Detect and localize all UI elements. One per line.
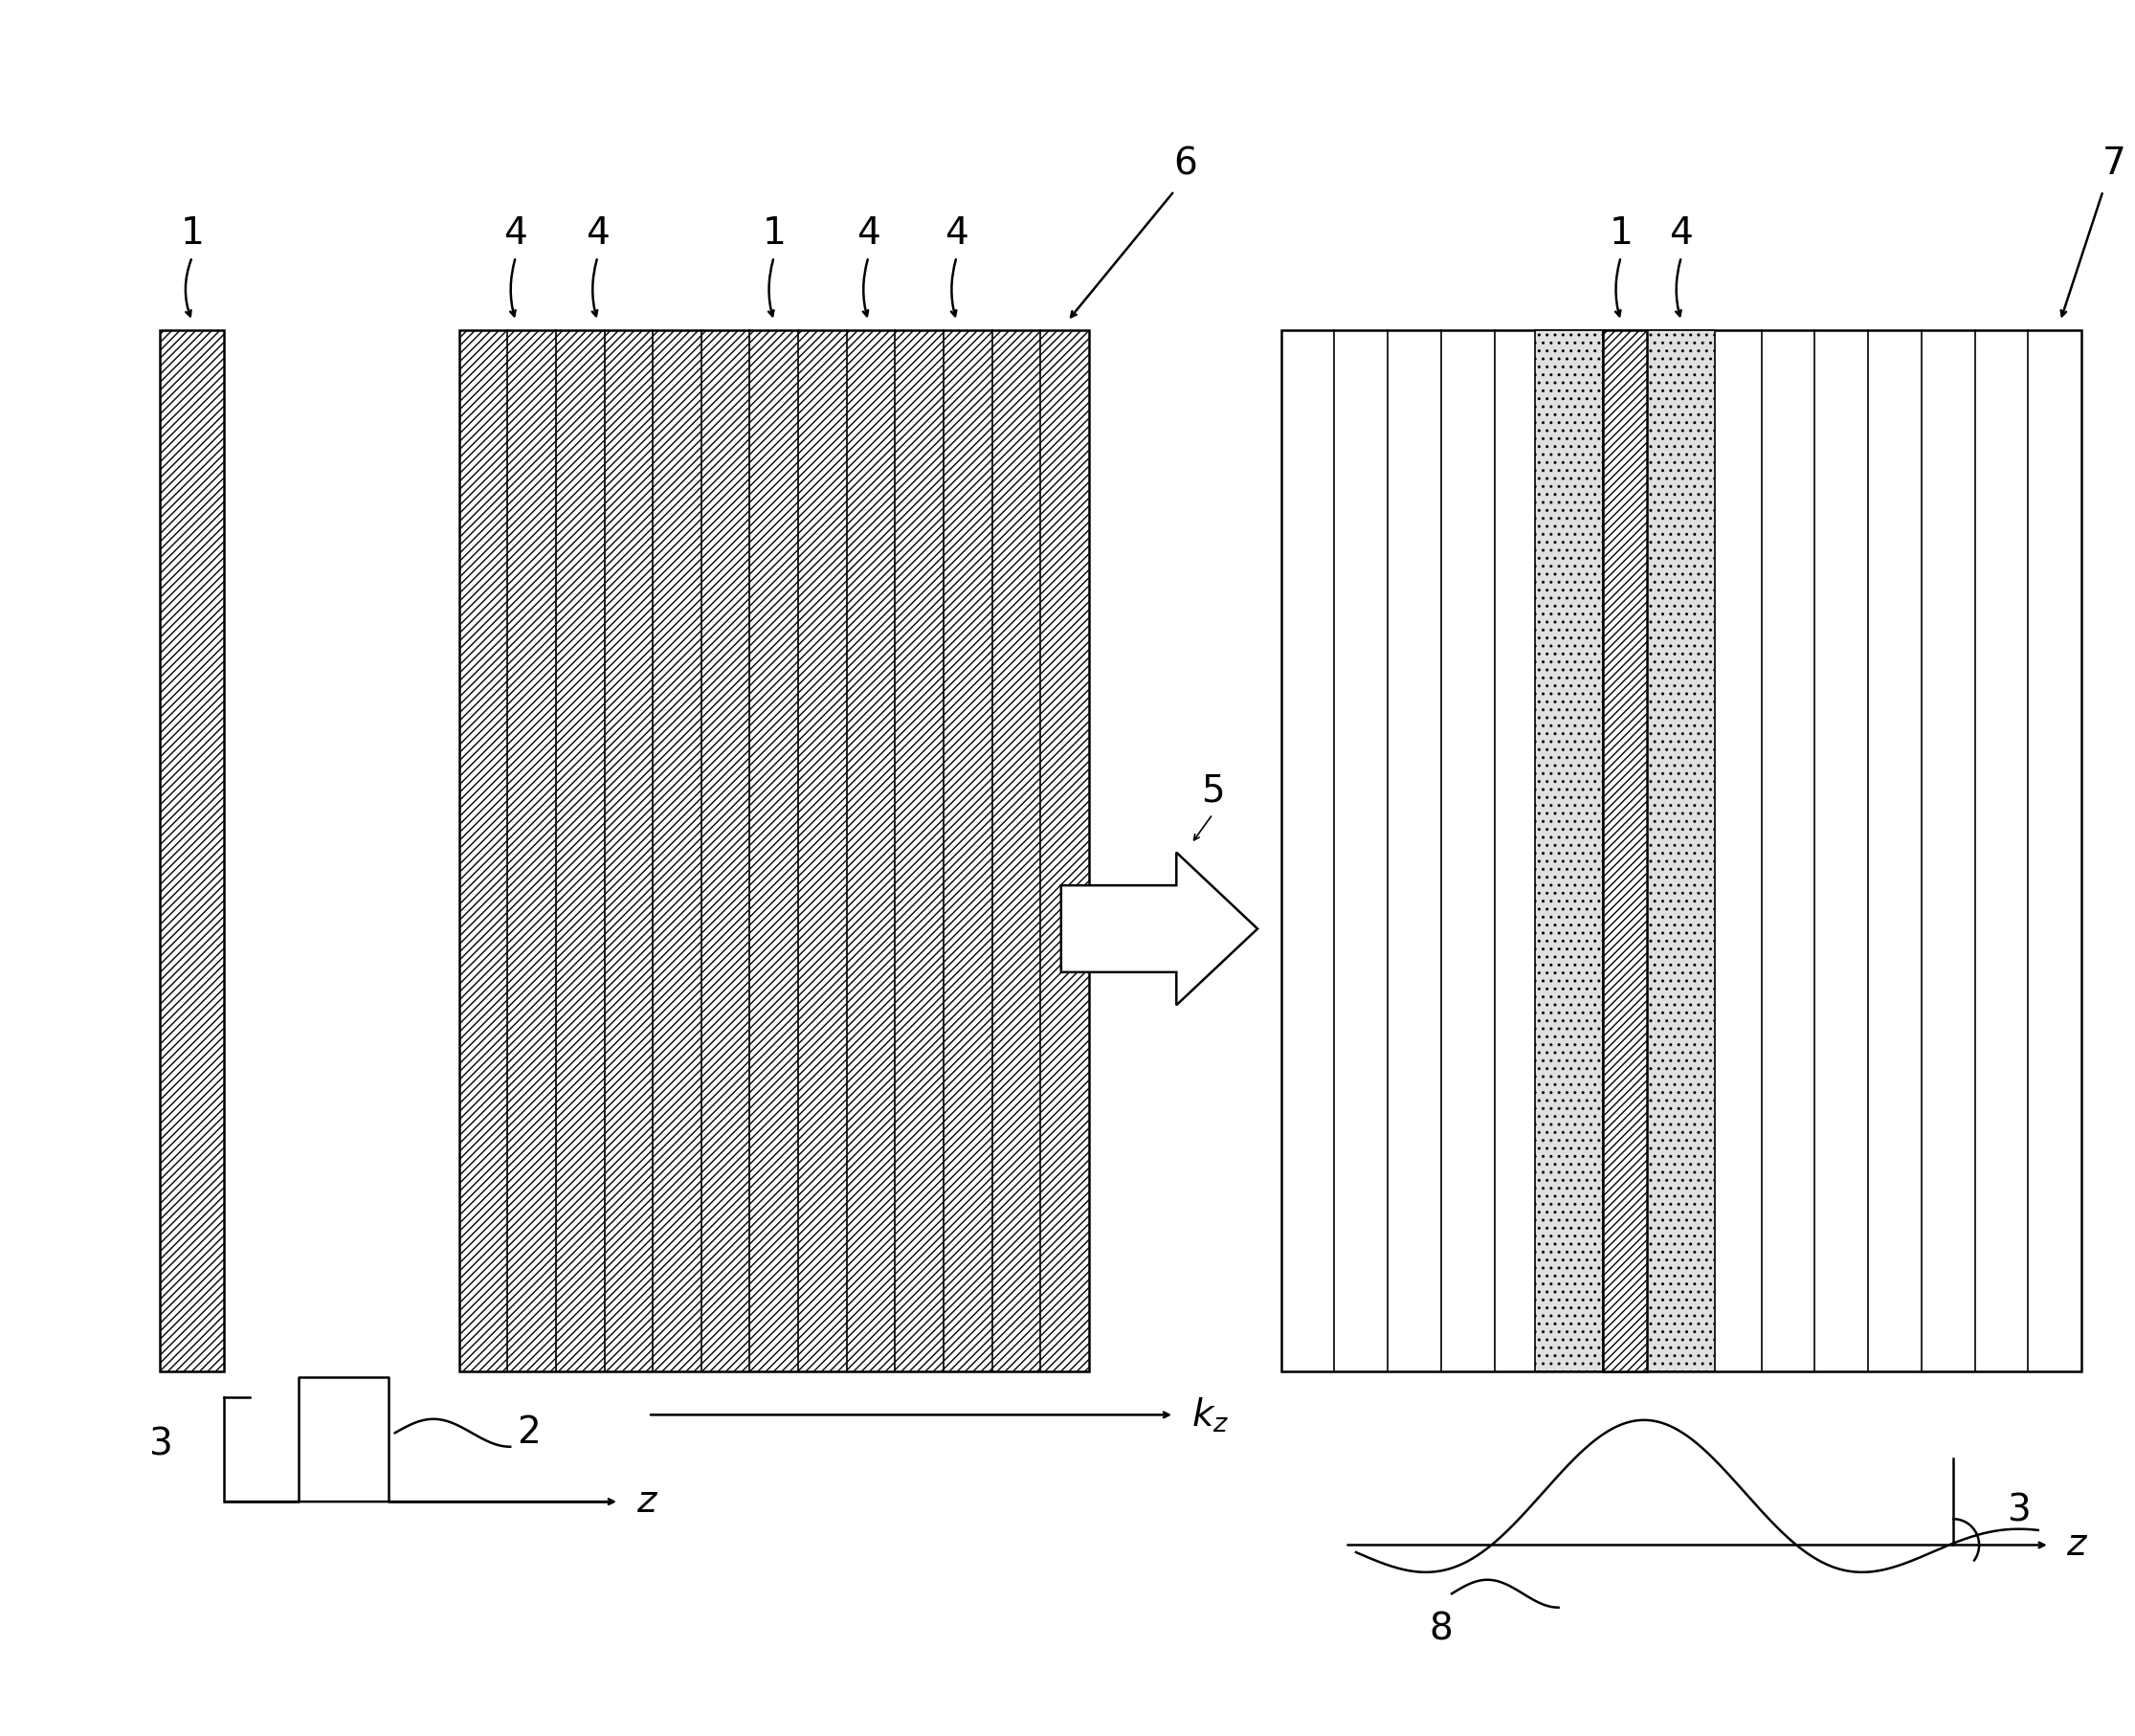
- Text: z: z: [636, 1484, 655, 1519]
- Text: 4: 4: [585, 215, 608, 252]
- Bar: [459, 330, 1089, 1371]
- Text: z: z: [2067, 1528, 2086, 1562]
- Text: 5: 5: [1200, 773, 1225, 809]
- Text: 6: 6: [1172, 146, 1198, 182]
- Text: $k_z$: $k_z$: [1191, 1396, 1230, 1434]
- Text: 1: 1: [1610, 215, 1633, 252]
- Text: 1: 1: [179, 215, 205, 252]
- Text: 1: 1: [762, 215, 786, 252]
- Text: 3: 3: [2007, 1493, 2030, 1528]
- Text: 3: 3: [147, 1427, 173, 1462]
- Bar: [1535, 330, 1603, 1371]
- Bar: [1603, 330, 1648, 1371]
- Text: 4: 4: [504, 215, 527, 252]
- Text: 7: 7: [2101, 146, 2126, 182]
- Text: 4: 4: [856, 215, 880, 252]
- Polygon shape: [1061, 852, 1258, 1005]
- Text: 2: 2: [517, 1415, 540, 1451]
- Text: 4: 4: [946, 215, 969, 252]
- Bar: [1648, 330, 1714, 1371]
- Text: 4: 4: [1670, 215, 1693, 252]
- Bar: [1281, 330, 2082, 1371]
- Bar: [160, 330, 224, 1371]
- Text: 8: 8: [1428, 1611, 1454, 1647]
